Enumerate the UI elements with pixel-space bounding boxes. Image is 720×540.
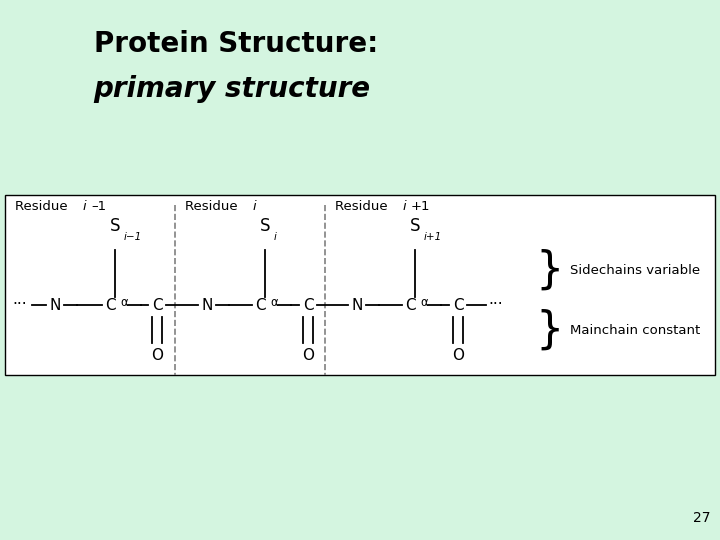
Text: Residue: Residue: [185, 200, 242, 213]
Text: Protein Structure:: Protein Structure:: [94, 30, 378, 58]
Text: C: C: [405, 298, 415, 313]
Text: O: O: [151, 348, 163, 362]
Text: Residue: Residue: [15, 200, 72, 213]
Text: i−1: i−1: [124, 232, 143, 242]
Text: O: O: [452, 348, 464, 362]
Text: C: C: [453, 298, 463, 313]
Text: i: i: [403, 200, 407, 213]
Text: Residue: Residue: [335, 200, 392, 213]
Text: +1: +1: [411, 200, 431, 213]
Text: i: i: [253, 200, 256, 213]
Text: }: }: [535, 308, 563, 352]
Text: primary structure: primary structure: [94, 75, 371, 103]
Text: }: }: [535, 248, 563, 292]
Text: –1: –1: [91, 200, 106, 213]
Text: ···: ···: [488, 298, 503, 313]
Text: 27: 27: [693, 511, 710, 525]
Bar: [5, 195, 715, 375]
Text: C: C: [152, 298, 162, 313]
Text: α: α: [120, 295, 127, 308]
Text: α: α: [420, 295, 428, 308]
Text: O: O: [302, 348, 314, 362]
Text: N: N: [202, 298, 212, 313]
Text: C: C: [104, 298, 115, 313]
Text: C: C: [302, 298, 313, 313]
Text: S: S: [260, 217, 270, 235]
Text: C: C: [255, 298, 265, 313]
Text: N: N: [49, 298, 60, 313]
Text: i: i: [83, 200, 86, 213]
Text: N: N: [351, 298, 363, 313]
Text: Mainchain constant: Mainchain constant: [570, 323, 701, 336]
Text: S: S: [109, 217, 120, 235]
Text: S: S: [410, 217, 420, 235]
Text: α: α: [270, 295, 278, 308]
Text: i+1: i+1: [424, 232, 442, 242]
Text: ···: ···: [12, 298, 27, 313]
Text: i: i: [274, 232, 277, 242]
Text: Sidechains variable: Sidechains variable: [570, 264, 700, 276]
